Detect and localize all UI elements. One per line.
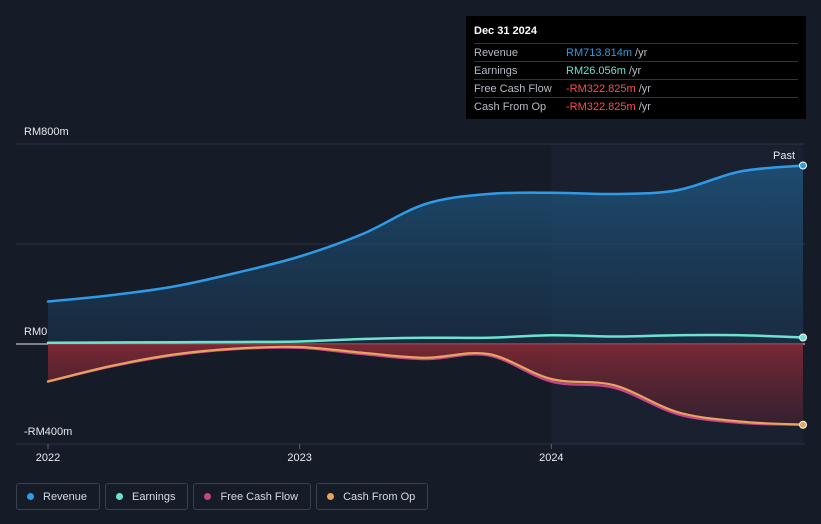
cash-from-op-area [48, 344, 803, 425]
legend-dot-icon [27, 493, 34, 500]
earnings-end-marker [799, 333, 807, 342]
legend-item-earnings[interactable]: Earnings [105, 483, 189, 510]
tooltip-value: RM26.056m [566, 64, 626, 77]
legend-label: Free Cash Flow [220, 490, 299, 503]
tooltip-label: Free Cash Flow [474, 82, 552, 95]
legend-dot-icon [116, 493, 124, 500]
earnings-line [46, 333, 805, 344]
legend-label: Revenue [43, 490, 88, 503]
legend-item-cash-from-op[interactable]: Cash From Op [316, 483, 429, 510]
revenue-end-marker [799, 161, 807, 170]
legend-item-free-cash-flow[interactable]: Free Cash Flow [193, 483, 312, 510]
tooltip-row-free-cash-flow: Free Cash Flow -RM322.825m /yr [474, 79, 798, 97]
legend-dot-icon [204, 493, 212, 500]
tooltip-label: Revenue [474, 46, 519, 59]
legend: Revenue Earnings Free Cash Flow Cash Fro… [16, 483, 429, 510]
tooltip: Dec 31 2024 Revenue RM713.814m /yr Earni… [466, 16, 806, 119]
tooltip-unit: /yr [635, 46, 648, 59]
tooltip-unit: /yr [638, 82, 651, 95]
tooltip-date: Dec 31 2024 [474, 25, 537, 37]
tooltip-value: -RM322.825m [566, 82, 636, 95]
past-label: Past [773, 150, 796, 162]
cash-from-op-line [46, 345, 805, 426]
tooltip-row-revenue: Revenue RM713.814m /yr [474, 43, 798, 61]
tooltip-value: RM713.814m [566, 46, 633, 59]
revenue-line [46, 164, 805, 303]
y-tick-label: RM0 [24, 326, 48, 338]
legend-item-revenue[interactable]: Revenue [16, 483, 101, 510]
tooltip-row-earnings: Earnings RM26.056m /yr [474, 61, 798, 79]
tooltip-label: Cash From Op [474, 100, 547, 113]
revenue-area [48, 165, 803, 344]
tooltip-unit: /yr [628, 64, 642, 77]
tooltip-unit: /yr [638, 100, 651, 113]
tooltip-value: -RM322.825m [566, 100, 636, 113]
x-tick-label: 2022 [36, 452, 60, 464]
x-tick-label: 2023 [287, 452, 311, 464]
cash-from-op-end-marker [799, 420, 807, 429]
legend-label: Earnings [132, 490, 176, 503]
y-tick-label: -RM400m [24, 426, 73, 438]
legend-dot-icon [327, 493, 335, 500]
legend-label: Cash From Op [343, 490, 416, 503]
x-tick-label: 2024 [539, 452, 563, 464]
tooltip-label: Earnings [474, 64, 518, 77]
tooltip-row-cash-from-op: Cash From Op -RM322.825m /yr [474, 97, 798, 115]
y-tick-label: RM800m [24, 126, 69, 138]
